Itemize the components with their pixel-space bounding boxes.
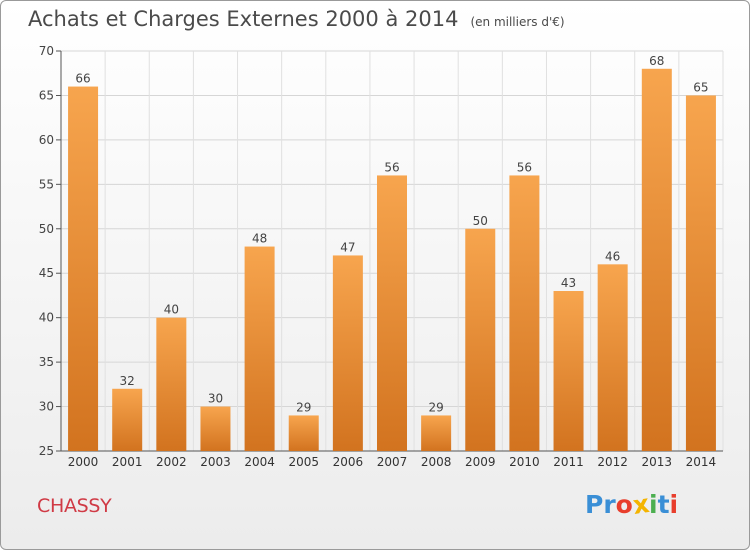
- title-row: Achats et Charges Externes 2000 à 2014 (e…: [28, 7, 565, 31]
- bar-2006: [332, 255, 363, 451]
- data-label: 68: [649, 54, 664, 68]
- bar-2002: [156, 317, 187, 451]
- y-tick-label: 45: [39, 266, 54, 280]
- y-tick-label: 55: [39, 177, 54, 191]
- x-tick-label: 2013: [642, 455, 673, 469]
- y-tick-label: 30: [39, 400, 54, 414]
- x-tick-label: 2014: [686, 455, 717, 469]
- bar-2007: [377, 175, 407, 451]
- x-tick-label: 2008: [421, 455, 452, 469]
- proxiti-logo: Proxiti: [585, 489, 679, 520]
- x-tick-label: 2001: [112, 455, 143, 469]
- data-labels: 66 32 40 30 48 29 47 56 29 50 56 43 46 68 65: [75, 54, 708, 415]
- bar-2010: [509, 175, 540, 451]
- bar-2003: [200, 406, 231, 451]
- y-tick-label: 35: [39, 355, 54, 369]
- logo-letter: i: [669, 490, 679, 519]
- logo-letter: t: [657, 490, 670, 519]
- bar-2005: [288, 415, 319, 451]
- data-label: 56: [517, 160, 532, 174]
- bar-2009: [465, 228, 496, 451]
- bar-2013: [641, 68, 672, 452]
- bar-2001: [112, 388, 143, 451]
- x-tick-label: 2005: [288, 455, 319, 469]
- data-label: 40: [164, 303, 179, 317]
- x-tick-label: 2011: [553, 455, 584, 469]
- data-label: 29: [296, 400, 311, 414]
- x-tick-label: 2010: [509, 455, 540, 469]
- data-label: 29: [428, 400, 443, 414]
- bar-2014: [685, 95, 716, 451]
- x-tick-label: 2003: [200, 455, 231, 469]
- chart-title: Achats et Charges Externes 2000 à 2014: [28, 7, 459, 31]
- y-tick-label: 40: [39, 311, 54, 325]
- x-tick-label: 2006: [333, 455, 364, 469]
- axes: 25 30 35 40 45 50 55 60 65 70 2000 2001 2002 2003 2004…: [39, 44, 723, 469]
- commune-name: CHASSY: [37, 495, 112, 517]
- data-label: 43: [561, 276, 576, 290]
- data-label: 32: [120, 374, 135, 388]
- y-tick-label: 60: [39, 133, 54, 147]
- data-label: 47: [340, 240, 355, 254]
- y-tick-label: 25: [39, 444, 54, 458]
- chart-subtitle: (en milliers d'€): [470, 15, 565, 29]
- logo-letter: x: [630, 489, 651, 520]
- bar-2012: [597, 264, 628, 451]
- logo-letter: P: [585, 490, 604, 519]
- data-label: 48: [252, 232, 267, 246]
- x-tick-label: 2012: [597, 455, 628, 469]
- x-tick-label: 2007: [377, 455, 408, 469]
- data-label: 56: [384, 160, 399, 174]
- bars: [68, 68, 716, 452]
- data-label: 65: [693, 80, 708, 94]
- y-tick-label: 65: [39, 88, 54, 102]
- logo-letter: i: [649, 490, 658, 519]
- bar-2011: [553, 291, 584, 451]
- bar-2004: [244, 246, 275, 451]
- data-label: 30: [208, 392, 223, 406]
- x-tick-label: 2002: [156, 455, 187, 469]
- bar-2008: [421, 415, 452, 451]
- data-label: 66: [75, 72, 90, 86]
- bar-2000: [68, 86, 99, 452]
- logo-letter: o: [615, 490, 633, 519]
- y-tick-label: 70: [39, 44, 54, 58]
- x-tick-label: 2000: [68, 455, 99, 469]
- data-label: 50: [473, 214, 488, 228]
- x-tick-label: 2009: [465, 455, 496, 469]
- y-tick-label: 50: [39, 222, 54, 236]
- logo-letter: r: [603, 490, 616, 519]
- data-label: 46: [605, 249, 620, 263]
- x-tick-label: 2004: [244, 455, 275, 469]
